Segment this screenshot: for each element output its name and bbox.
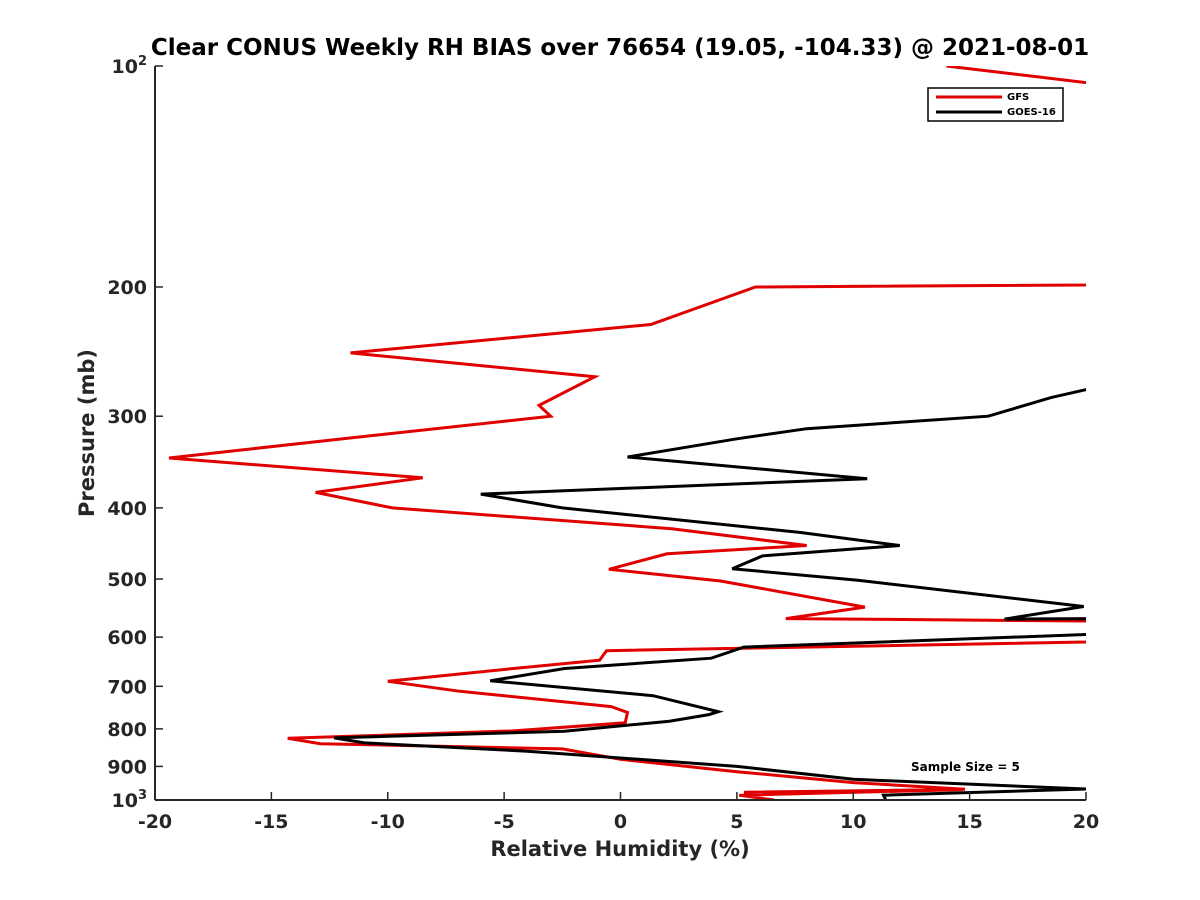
- x-tick-label: 0: [614, 811, 627, 833]
- sample-size-annotation: Sample Size = 5: [911, 760, 1020, 774]
- y-tick-label: 200: [107, 277, 147, 299]
- x-tick-label: 10: [840, 811, 866, 833]
- x-tick-label: 5: [730, 811, 743, 833]
- x-tick-label: -20: [138, 811, 172, 833]
- legend-label-goes16: GOES-16: [1007, 107, 1056, 118]
- y-tick-label: 500: [107, 569, 147, 591]
- x-tick-label: 20: [1073, 811, 1099, 833]
- y-tick-label: 900: [107, 756, 147, 778]
- x-tick-label: 15: [956, 811, 982, 833]
- y-axis-label: Pressure (mb): [75, 349, 99, 517]
- x-tick-label: -15: [254, 811, 288, 833]
- x-tick-label: -5: [494, 811, 515, 833]
- series-layer: [168, 66, 1086, 800]
- y-tick-label: 800: [107, 719, 147, 741]
- series-line-gfs: [168, 66, 1086, 800]
- y-tick-label: 300: [107, 406, 147, 428]
- x-axis-label: Relative Humidity (%): [490, 837, 749, 861]
- x-ticks: -20 -15 -10 -5 0 5 10 15 20: [138, 792, 1099, 833]
- y-tick-label: 400: [107, 498, 147, 520]
- legend: GFS GOES-16: [927, 87, 1064, 122]
- legend-label-gfs: GFS: [1007, 92, 1029, 103]
- series-line-goes16: [333, 388, 1086, 800]
- legend-box: [927, 87, 1064, 122]
- axes: [154, 66, 1086, 801]
- y-tick-label: 600: [107, 627, 147, 649]
- y-tick-label: 102: [112, 54, 148, 78]
- y-ticks: 102 200 300 400 500 600 700 800 900 103: [107, 54, 163, 812]
- y-tick-label: 700: [107, 676, 147, 698]
- x-tick-label: -10: [371, 811, 405, 833]
- chart-title: Clear CONUS Weekly RH BIAS over 76654 (1…: [151, 35, 1089, 61]
- y-tick-label: 103: [112, 788, 148, 812]
